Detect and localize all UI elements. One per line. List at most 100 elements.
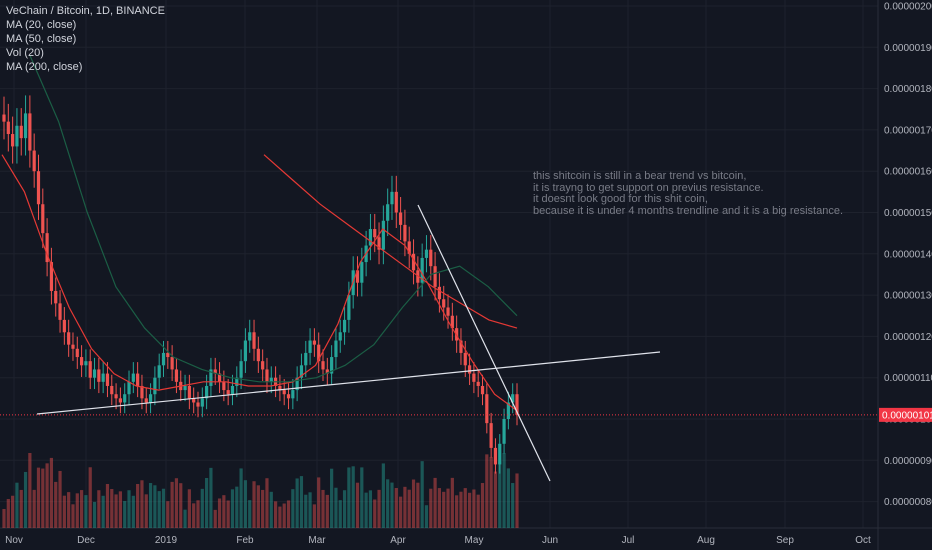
candle-body <box>502 419 506 444</box>
volume-bar <box>360 467 364 528</box>
volume-bar <box>368 490 373 528</box>
volume-bar <box>480 483 485 528</box>
x-tick-label: Jul <box>622 535 635 546</box>
candle-body <box>308 340 312 353</box>
current-price-badge <box>879 407 932 422</box>
volume-bar <box>373 499 377 528</box>
y-tick-label: 0.00000200 <box>884 2 932 13</box>
y-tick-label: 0.00000190 <box>884 43 932 54</box>
y-tick-label: 0.00000080 <box>884 497 932 508</box>
volume-bar <box>252 481 256 528</box>
candle-body <box>472 373 476 382</box>
candle-body <box>32 150 36 172</box>
volume-bar <box>196 500 200 528</box>
symbol-title[interactable]: VeChain / Bitcoin, 1D, BINANCE <box>6 5 165 17</box>
candle-body <box>450 315 454 329</box>
volume-bar <box>269 491 273 528</box>
volume-bar <box>265 478 269 528</box>
candle-body <box>265 369 269 382</box>
candle-body <box>299 365 304 378</box>
candle-body <box>252 332 256 349</box>
x-tick-label: Dec <box>77 535 95 546</box>
candle-body <box>390 191 394 205</box>
volume-bar <box>407 489 411 528</box>
candle-body <box>58 303 62 320</box>
volume-bar <box>485 454 489 528</box>
volume-bar <box>32 489 36 528</box>
candle-body <box>355 270 360 283</box>
x-tick-label: Mar <box>308 535 326 546</box>
legend-ma20[interactable]: MA (20, close) <box>6 19 77 31</box>
candle-body <box>373 229 377 238</box>
candle-body <box>144 398 148 403</box>
y-tick-label: 0.00000130 <box>884 291 932 302</box>
volume-bar <box>170 481 174 528</box>
candle-body <box>71 344 75 349</box>
candle-body <box>110 385 114 395</box>
candle-body <box>196 402 200 407</box>
ma20-line <box>1 154 518 412</box>
candle-body <box>200 398 204 407</box>
volume-bar <box>2 509 6 528</box>
candle-body <box>62 319 66 333</box>
volume-bar <box>330 468 334 528</box>
volume-bar <box>179 483 183 528</box>
candle-body <box>489 423 493 448</box>
volume-bar <box>273 501 278 528</box>
volume-bar <box>105 484 110 528</box>
current-price-label: 0.00000101 <box>882 410 932 421</box>
candle-body <box>79 357 84 366</box>
volume-bar <box>312 504 316 528</box>
volume-bar <box>136 484 140 528</box>
volume-bar <box>515 473 519 528</box>
legend-ma50[interactable]: MA (50, close) <box>6 33 77 45</box>
candle-body <box>256 348 260 362</box>
volume-bar <box>299 476 304 528</box>
volume-bar <box>148 483 153 528</box>
volume-bar <box>394 488 398 528</box>
volume-bar <box>192 503 196 528</box>
volume-bar <box>467 492 472 528</box>
chart-annotation[interactable]: this shitcoin is still in a bear trend v… <box>533 170 873 217</box>
volume-bar <box>187 489 191 528</box>
x-tick-label: Apr <box>390 535 406 546</box>
candle-body <box>2 114 6 122</box>
x-tick-label: Nov <box>5 535 23 546</box>
candle-body <box>394 191 398 213</box>
legend-volume[interactable]: Vol (20) <box>6 47 44 59</box>
candle-body <box>377 237 381 250</box>
legend-ma200[interactable]: MA (200, close) <box>6 61 83 73</box>
volume-bar <box>450 477 454 528</box>
candle-body <box>515 394 519 415</box>
volume-bar <box>243 480 248 528</box>
volume-bar <box>62 495 66 528</box>
annotation-line: it is trayng to get support on previus r… <box>533 181 764 194</box>
candle-body <box>105 373 110 386</box>
candle-body <box>174 369 179 382</box>
chart-legend: VeChain / Bitcoin, 1D, BINANCE MA (20, c… <box>6 4 165 74</box>
annotation-line: this shitcoin is still in a bear trend v… <box>533 170 747 182</box>
volume-bar <box>123 501 127 528</box>
volume-bar <box>205 478 209 528</box>
volume-bar <box>386 479 390 528</box>
candle-body <box>459 340 463 353</box>
candle-body <box>291 390 295 399</box>
candle-body <box>123 394 127 403</box>
candle-body <box>187 385 191 399</box>
candle-body <box>170 357 174 370</box>
annotation-line: because it is under 4 months trendline a… <box>533 204 844 217</box>
candle-body <box>386 204 390 221</box>
candle-body <box>36 171 41 205</box>
volume-bar <box>282 503 286 528</box>
candle-body <box>381 220 385 250</box>
candle-body <box>282 390 286 395</box>
volume-bar <box>403 486 407 528</box>
candle-body <box>243 340 248 362</box>
candle-body <box>140 385 144 399</box>
volume-bar <box>463 488 467 528</box>
volume-bar <box>118 491 122 528</box>
volume-bar <box>424 505 429 528</box>
y-tick-label: 0.00000110 <box>884 373 932 384</box>
candle-body <box>15 125 19 147</box>
